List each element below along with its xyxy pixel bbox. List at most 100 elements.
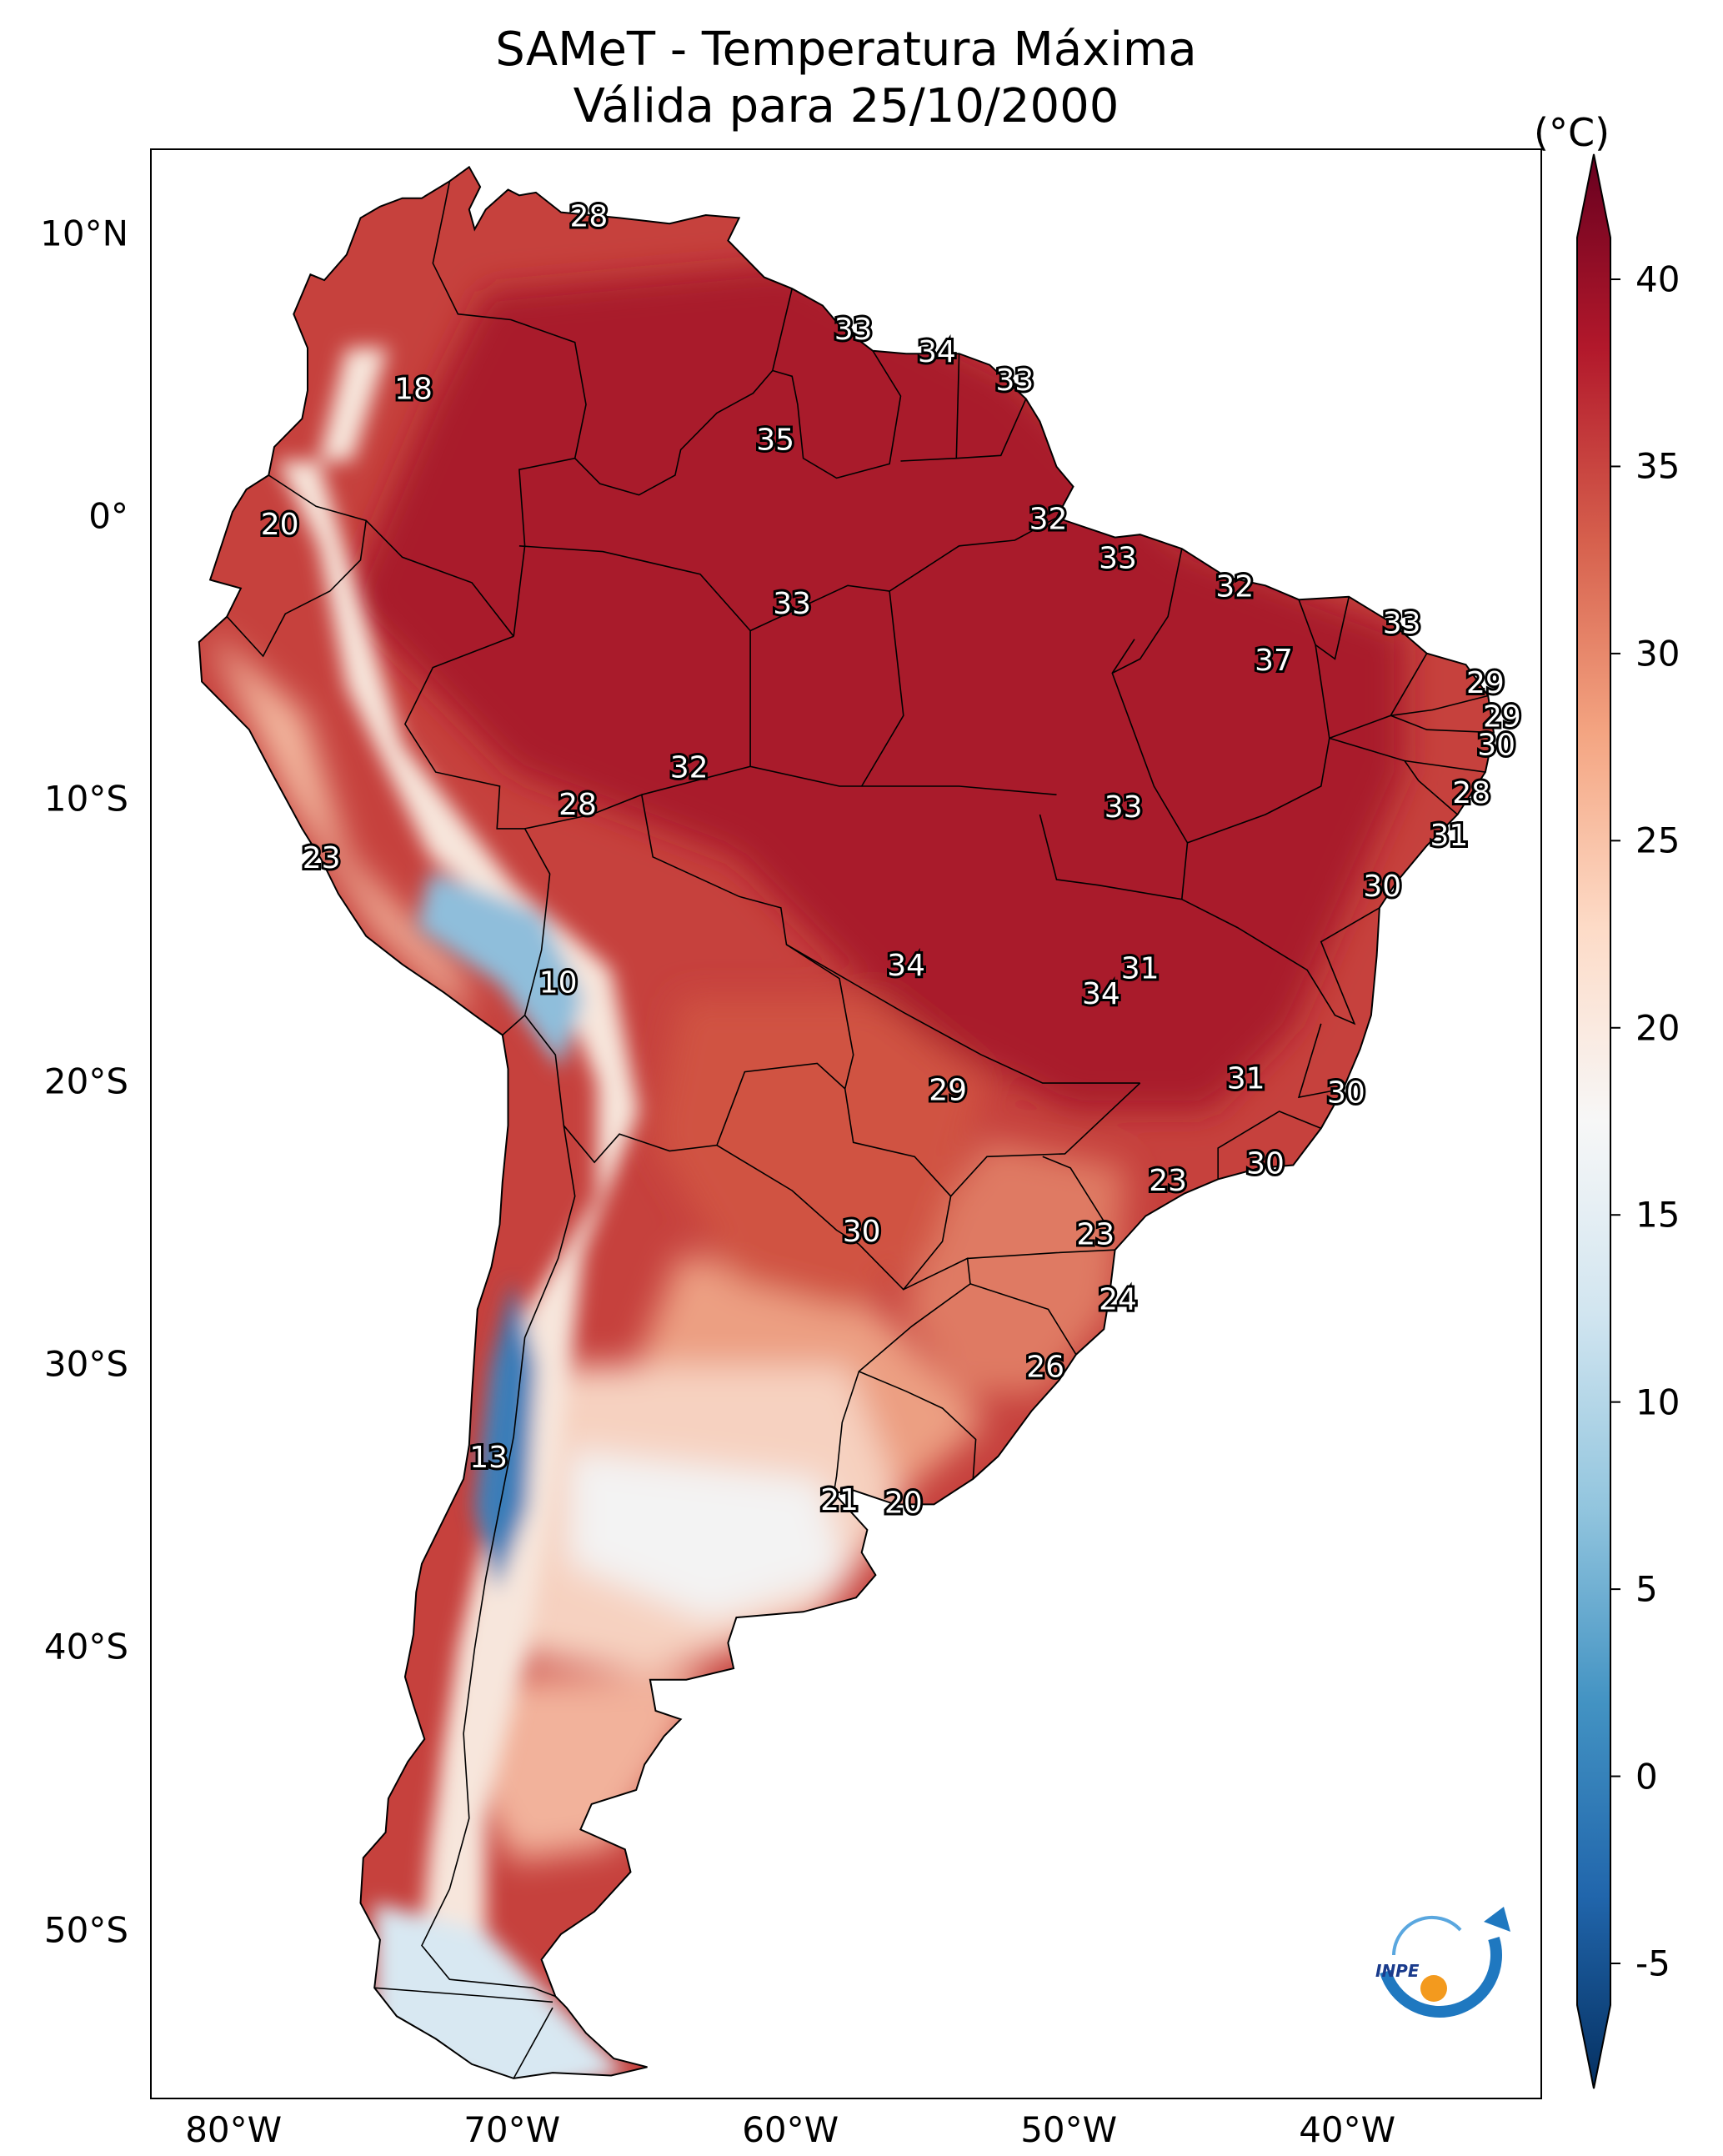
contour-label: 34 [1082,977,1120,1011]
border-line [859,1371,977,1479]
border-line [749,517,1057,632]
border-line [641,765,1057,795]
contour-label: 30 [1477,729,1515,763]
border-line [1404,760,1459,815]
lat-tick-label: 20°S [43,1060,128,1102]
colorbar-tick-label: 30 [1635,633,1680,674]
lat-tick-label: 50°S [43,1909,128,1951]
border-line [374,1987,553,2003]
lon-tick-label: 40°W [1299,2109,1396,2150]
border-line [786,944,1140,1084]
contour-label: 30 [1327,1076,1365,1111]
lat-tick-label: 0° [88,495,128,537]
colorbar-unit: (°C) [1534,110,1610,155]
border-line [771,288,902,479]
lat-tick-label: 30°S [43,1343,128,1385]
border-line [1187,599,1330,844]
inpe-logo-text: INPE [1375,1961,1420,1981]
lon-tick-label: 80°W [185,2109,283,2150]
map-panel[interactable]: 28 18 33 34 33 35 20 32 33 33 32 33 37 29 29 30 32 28 28 33… [150,148,1542,2099]
colorbar [1576,153,1620,2089]
lat-tick-label: 10°S [43,778,128,820]
border-line [1111,549,1183,674]
border-line [861,590,904,787]
colorbar-tick-label: 40 [1635,258,1680,300]
contour-label: 33 [995,364,1034,398]
border-line [268,474,514,637]
colorbar-tick-label: 5 [1635,1568,1658,1610]
contour-label: 20 [884,1486,923,1520]
contour-label: 31 [1430,819,1468,853]
contour-label: 18 [394,372,433,406]
border-line [574,369,774,496]
border-line [421,1125,576,1998]
contour-label: 37 [1255,644,1293,678]
border-line [432,181,587,637]
border-line [513,2007,553,2079]
border-line [1039,639,1189,900]
border-line [403,635,551,1036]
map-subtitle: Válida para 25/10/2000 [573,79,1119,133]
contour-label: 31 [1227,1062,1265,1096]
contour-label: 34 [918,335,956,369]
border-line [1042,1156,1110,1231]
contour-label: 21 [820,1483,859,1517]
contour-label: 23 [1076,1217,1114,1251]
country-borders [226,181,1494,2079]
border-line [956,399,1027,459]
border-line [716,1088,952,1291]
inpe-logo: INPE [1375,1907,1510,2018]
map-title: SAMeT - Temperatura Máxima [495,23,1197,77]
lon-tick-label: 70°W [463,2109,561,2150]
border-line [1390,714,1494,734]
lon-tick-label: 60°W [742,2109,839,2150]
border-line [1217,1111,1322,1180]
colorbar-tick-label: 25 [1635,820,1680,861]
border-line [967,1249,1115,1260]
contour-label: 28 [1452,776,1490,810]
contour-label: 13 [469,1441,508,1475]
contour-label: 30 [1363,870,1401,904]
lon-tick-label: 50°W [1020,2109,1118,2150]
colorbar-tick-label: 20 [1635,1007,1680,1049]
border-line [833,1257,971,1494]
contour-label: 33 [773,587,811,621]
contour-label: 30 [843,1215,881,1249]
colorbar-tick-label: 0 [1635,1756,1658,1798]
contour-label: 33 [1383,607,1421,641]
lat-tick-label: 10°N [40,213,128,254]
colorbar-tick-label: 10 [1635,1381,1680,1423]
contour-label: 34 [887,949,925,983]
contour-label: 32 [1215,570,1254,604]
border-line [518,545,751,767]
contour-label: 20 [261,508,299,542]
colorbar-tick-label: -5 [1635,1943,1670,1984]
contour-label: 32 [670,751,709,785]
contour-label: 10 [539,965,578,1000]
border-line [1181,898,1380,1025]
contour-label: 26 [1026,1351,1064,1385]
border-line [969,1283,1077,1356]
border-line [524,794,854,1090]
contour-label: 33 [1104,790,1143,825]
lat-tick-label: 40°S [43,1626,128,1667]
colorbar-tick-label: 35 [1635,445,1680,487]
contour-label: 33 [834,313,873,347]
contour-label: 30 [1246,1147,1285,1181]
contour-label: 33 [1099,542,1137,576]
contour-label: 29 [1483,700,1521,735]
contour-label: 23 [1149,1164,1187,1198]
contour-label: 31 [1121,952,1160,986]
contour-label: 35 [756,423,794,457]
contour-label: 28 [558,788,597,822]
border-line [1390,694,1489,717]
colorbar-tick-label: 15 [1635,1194,1680,1236]
contour-label: 28 [569,199,608,233]
contour-label: 29 [1466,666,1505,700]
contour-label: 32 [1029,502,1068,536]
coastline [198,165,1495,2079]
border-line [226,520,367,658]
continent-fill [198,167,1494,2078]
contour-label: 24 [1099,1282,1137,1316]
